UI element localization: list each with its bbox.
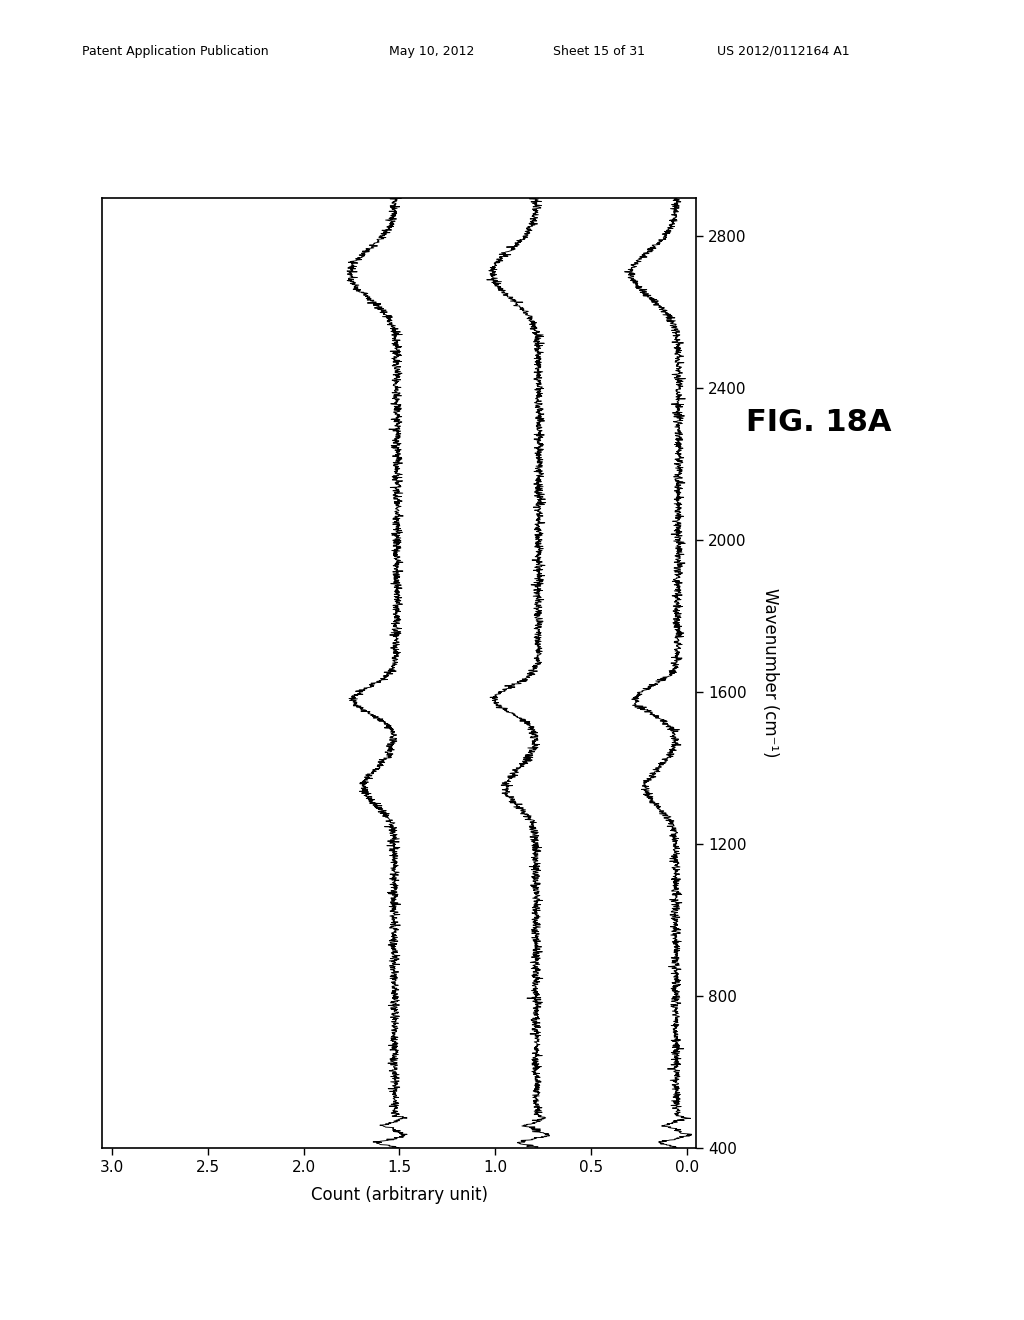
Text: US 2012/0112164 A1: US 2012/0112164 A1 xyxy=(717,45,850,58)
Text: May 10, 2012: May 10, 2012 xyxy=(389,45,474,58)
Text: Sheet 15 of 31: Sheet 15 of 31 xyxy=(553,45,645,58)
Text: FIG. 18A: FIG. 18A xyxy=(746,408,892,437)
Text: Patent Application Publication: Patent Application Publication xyxy=(82,45,268,58)
Y-axis label: Wavenumber (cm⁻¹): Wavenumber (cm⁻¹) xyxy=(761,589,778,758)
X-axis label: Count (arbitrary unit): Count (arbitrary unit) xyxy=(311,1187,487,1204)
